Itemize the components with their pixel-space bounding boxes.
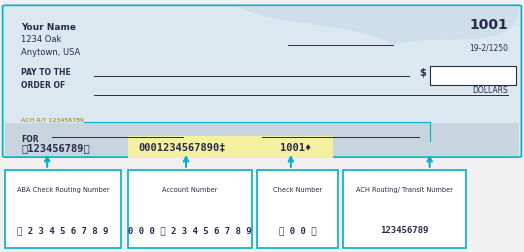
FancyBboxPatch shape [5,123,519,156]
Text: ABA Check Routing Number: ABA Check Routing Number [17,186,109,193]
Text: 123456789: 123456789 [380,225,429,234]
FancyBboxPatch shape [430,67,516,86]
Text: Account Number: Account Number [162,186,217,193]
Text: ACH R/T 123456789: ACH R/T 123456789 [21,117,84,122]
Text: PAY TO THE: PAY TO THE [21,68,71,77]
FancyBboxPatch shape [5,170,121,248]
Text: DOLLARS: DOLLARS [473,85,508,94]
FancyBboxPatch shape [343,170,466,248]
Text: Your Name: Your Name [21,23,76,32]
FancyBboxPatch shape [275,136,333,159]
Text: FOR: FOR [21,135,39,144]
FancyBboxPatch shape [128,136,275,159]
Text: 0001234567890‡: 0001234567890‡ [139,142,226,152]
Text: ⑆ 0 0 ⑆: ⑆ 0 0 ⑆ [279,225,316,234]
Text: $: $ [419,68,426,78]
Text: Anytown, USA: Anytown, USA [21,48,80,57]
Text: 19-2/1250: 19-2/1250 [470,43,508,52]
Text: ⑆ 2 3 4 5 6 7 8 9: ⑆ 2 3 4 5 6 7 8 9 [17,225,108,234]
FancyBboxPatch shape [257,170,338,248]
Text: Check Number: Check Number [273,186,322,193]
Text: 1234 Oak: 1234 Oak [21,35,61,44]
Text: 0 0 0 ⑆ 2 3 4 5 6 7 8 9: 0 0 0 ⑆ 2 3 4 5 6 7 8 9 [128,225,252,234]
Text: 1001♦: 1001♦ [280,142,312,152]
Text: ORDER OF: ORDER OF [21,81,65,90]
PathPatch shape [236,8,519,45]
FancyBboxPatch shape [3,6,521,158]
Text: ②123456789②: ②123456789② [21,142,90,152]
FancyBboxPatch shape [128,170,252,248]
Text: 1001: 1001 [470,18,508,32]
Text: ACH Routing/ Transit Number: ACH Routing/ Transit Number [356,186,453,193]
